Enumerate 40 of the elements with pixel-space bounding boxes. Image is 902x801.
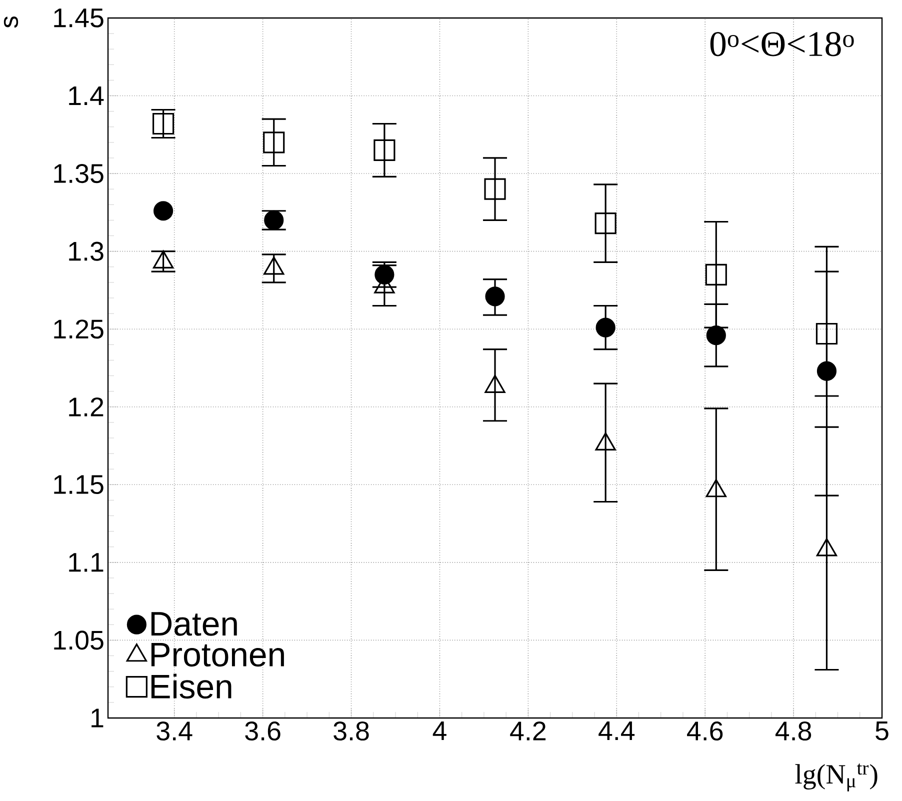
x-tick-label: 4.8 <box>775 722 812 741</box>
point <box>485 286 505 306</box>
point <box>595 432 616 451</box>
x-tick-label: 4.2 <box>510 722 546 740</box>
legend-label: Protonen <box>151 642 284 667</box>
point <box>152 112 174 135</box>
y-tick-label: 1.25 <box>54 320 104 339</box>
x-tick-label: 5 <box>876 721 888 740</box>
point <box>816 538 838 556</box>
point <box>596 318 616 338</box>
y-tick-label: 1.15 <box>54 475 104 494</box>
legend-label: Daten <box>151 612 237 636</box>
y-tick-label: 1.3 <box>69 242 104 261</box>
y-tick-label: 1.2 <box>69 397 104 416</box>
point <box>374 139 396 162</box>
y-tick-label: 1.35 <box>54 164 104 184</box>
point <box>706 479 726 498</box>
y-tick-label: 1.4 <box>69 86 104 106</box>
x-tick-label: 3.6 <box>245 722 280 741</box>
point <box>705 264 727 286</box>
point <box>816 361 837 381</box>
y-tick-label: 1.45 <box>54 8 104 28</box>
y-axis-title: s <box>4 16 18 28</box>
point <box>816 322 838 345</box>
point <box>484 178 506 200</box>
x-tick-label: 4.6 <box>687 722 723 741</box>
y-tick-label: 1 <box>92 708 104 728</box>
x-axis-title: lg(N$_{μ}$$^{tr}$) <box>795 764 878 792</box>
point <box>594 212 616 234</box>
point <box>706 326 726 346</box>
point <box>263 132 285 154</box>
legend-label: Eisen <box>151 674 232 699</box>
x-tick-label: 4 <box>432 721 446 740</box>
point <box>153 201 174 221</box>
y-tick-label: 1.05 <box>54 630 104 650</box>
annotation: 0$^{o}$<Θ<18$^{o}$ <box>710 32 854 56</box>
x-tick-label: 3.4 <box>156 722 192 741</box>
x-tick-label: 3.8 <box>334 722 369 741</box>
y-tick-label: 1.1 <box>69 553 104 572</box>
x-tick-label: 4.4 <box>598 721 635 740</box>
